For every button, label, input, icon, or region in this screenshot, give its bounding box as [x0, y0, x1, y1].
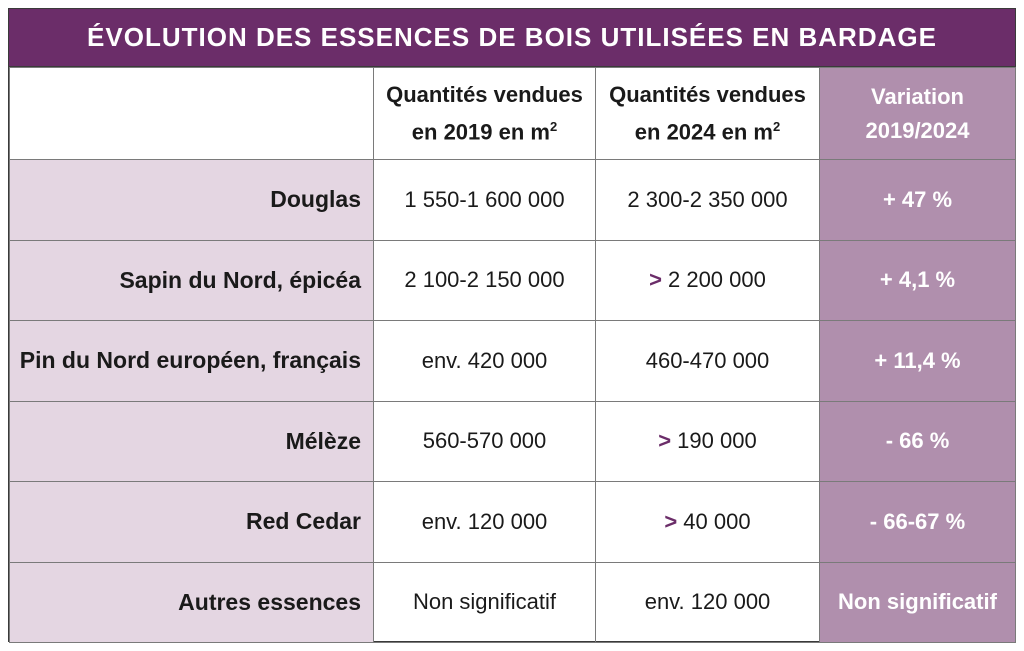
header-2024-line2-wrap: en 2024 en m2 — [596, 111, 819, 148]
cell-2024-value: 190 000 — [677, 428, 757, 454]
cell-variation: Non significatif — [819, 561, 1016, 643]
cell-variation: + 4,1 % — [819, 239, 1016, 321]
header-2019-line2: en 2019 en m — [411, 119, 550, 145]
cell-2019: 560-570 000 — [373, 400, 596, 482]
header-2024: Quantités vendues en 2024 en m2 — [595, 67, 820, 160]
table-row-autres: Autres essences Non significatif env. 12… — [9, 561, 1016, 643]
header-variation: Variation 2019/2024 — [819, 67, 1016, 160]
table-row-red-cedar: Red Cedar env. 120 000 >40 000 - 66-67 % — [9, 481, 1016, 563]
header-row: Quantités vendues en 2019 en m2 Quantité… — [9, 67, 1016, 160]
table-frame: ÉVOLUTION DES ESSENCES DE BOIS UTILISÉES… — [8, 8, 1016, 643]
cell-2024: >2 200 000 — [595, 239, 820, 321]
cell-2024-value: 40 000 — [683, 508, 751, 534]
header-2019-line1: Quantités vendues — [386, 81, 583, 107]
cell-variation: - 66 % — [819, 400, 1016, 482]
header-2024-sup: 2 — [772, 118, 781, 134]
cell-2024: 2 300-2 350 000 — [595, 159, 820, 241]
table-row-douglas: Douglas 1 550-1 600 000 2 300-2 350 000 … — [9, 159, 1016, 241]
cell-2024: >40 000 — [595, 481, 820, 563]
cell-2024-value: 460-470 000 — [645, 347, 770, 373]
row-label: Douglas — [9, 159, 374, 241]
header-2024-line2: en 2024 en m — [634, 119, 773, 145]
cell-2024: >190 000 — [595, 400, 820, 482]
cell-2019: 2 100-2 150 000 — [373, 239, 596, 321]
row-label: Pin du Nord européen, français — [9, 320, 374, 402]
table-row-pin: Pin du Nord européen, français env. 420 … — [9, 320, 1016, 402]
table-title: ÉVOLUTION DES ESSENCES DE BOIS UTILISÉES… — [9, 9, 1015, 67]
greater-than-marker: > — [649, 267, 662, 293]
cell-2024: 460-470 000 — [595, 320, 820, 402]
cell-2024: env. 120 000 — [595, 561, 820, 643]
greater-than-marker: > — [658, 428, 672, 454]
cell-2024-value: 2 300-2 350 000 — [627, 186, 788, 212]
data-table: Quantités vendues en 2019 en m2 Quantité… — [9, 67, 1016, 643]
header-2019-line2-wrap: en 2019 en m2 — [374, 111, 595, 148]
header-2019: Quantités vendues en 2019 en m2 — [373, 67, 596, 160]
cell-2019: Non significatif — [373, 561, 596, 643]
header-variation-line1: Variation — [871, 83, 964, 109]
cell-2019: env. 420 000 — [373, 320, 596, 402]
row-label: Sapin du Nord, épicéa — [9, 239, 374, 321]
header-2024-line1: Quantités vendues — [609, 81, 806, 107]
greater-than-marker: > — [664, 508, 678, 534]
cell-2024-value: 2 200 000 — [667, 267, 766, 293]
cell-variation: + 11,4 % — [819, 320, 1016, 402]
cell-2019: env. 120 000 — [373, 481, 596, 563]
cell-2024-value: env. 120 000 — [644, 589, 771, 615]
header-2019-sup: 2 — [549, 118, 558, 134]
cell-2019: 1 550-1 600 000 — [373, 159, 596, 241]
row-label: Red Cedar — [9, 481, 374, 563]
header-corner — [9, 67, 374, 160]
row-label: Autres essences — [9, 561, 374, 643]
table-row-meleze: Mélèze 560-570 000 >190 000 - 66 % — [9, 400, 1016, 482]
cell-variation: - 66-67 % — [819, 481, 1016, 563]
table-row-sapin: Sapin du Nord, épicéa 2 100-2 150 000 >2… — [9, 239, 1016, 321]
cell-variation: + 47 % — [819, 159, 1016, 241]
header-variation-line2: 2019/2024 — [865, 117, 970, 143]
row-label: Mélèze — [9, 400, 374, 482]
